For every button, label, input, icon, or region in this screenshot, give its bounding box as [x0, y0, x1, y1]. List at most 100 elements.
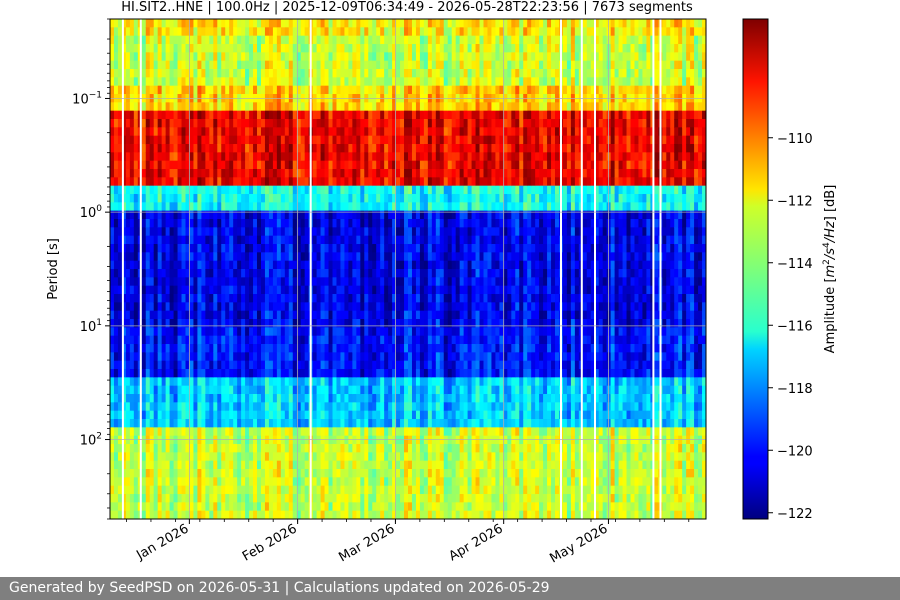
- heatmap-cell: [173, 77, 179, 87]
- heatmap-cell: [237, 460, 242, 470]
- heatmap-cell: [177, 169, 183, 178]
- heatmap-cell: [400, 469, 405, 478]
- heatmap-cell: [264, 269, 270, 278]
- heatmap-cell: [384, 169, 389, 178]
- heatmap-cell: [312, 44, 318, 53]
- heatmap-cell: [316, 302, 322, 312]
- heatmap-cell: [427, 177, 433, 187]
- heatmap-cell: [185, 494, 191, 503]
- heatmap-cell: [427, 335, 433, 345]
- heatmap-cell: [113, 444, 119, 453]
- heatmap-cell: [388, 202, 393, 212]
- heatmap-cell: [129, 210, 135, 220]
- heatmap-cell: [177, 102, 183, 112]
- heatmap-cell: [368, 285, 373, 295]
- heatmap-cell: [404, 469, 409, 478]
- heatmap-cell: [153, 335, 159, 345]
- heatmap-cell: [233, 235, 238, 245]
- heatmap-cell: [419, 494, 425, 503]
- heatmap-cell: [260, 319, 266, 328]
- heatmap-cell: [320, 344, 326, 353]
- heatmap-cell: [213, 35, 218, 45]
- heatmap-cell: [427, 69, 433, 78]
- heatmap-cell: [209, 319, 214, 328]
- heatmap-cell: [217, 219, 222, 228]
- heatmap-cell: [376, 344, 381, 353]
- heatmap-cell: [193, 302, 199, 312]
- heatmap-cell: [249, 252, 254, 262]
- heatmap-cell: [117, 35, 123, 45]
- heatmap-cell: [193, 27, 199, 37]
- heatmap-cell: [145, 285, 151, 295]
- heatmap-cell: [388, 102, 393, 112]
- heatmap-cell: [404, 135, 409, 145]
- heatmap-cell: [324, 135, 330, 145]
- heatmap-cell: [348, 277, 353, 287]
- heatmap-cell: [201, 269, 206, 278]
- heatmap-cell: [241, 185, 246, 195]
- heatmap-cell: [415, 177, 421, 187]
- heatmap-cell: [205, 335, 210, 345]
- heatmap-cell: [332, 119, 338, 128]
- heatmap-cell: [205, 60, 210, 70]
- heatmap-cell: [316, 219, 322, 228]
- heatmap-cell: [181, 469, 187, 478]
- heatmap-cell: [209, 19, 214, 28]
- heatmap-cell: [181, 294, 187, 303]
- heatmap-cell: [324, 202, 330, 212]
- heatmap-cell: [268, 127, 274, 137]
- heatmap-cell: [133, 502, 139, 512]
- heatmap-cell: [344, 360, 349, 370]
- heatmap-cell: [125, 19, 131, 28]
- heatmap-cell: [193, 385, 199, 395]
- heatmap-cell: [129, 227, 135, 237]
- heatmap-cell: [205, 252, 210, 262]
- heatmap-cell: [348, 102, 353, 112]
- heatmap-cell: [213, 177, 218, 187]
- heatmap-cell: [121, 460, 127, 470]
- heatmap-cell: [217, 260, 222, 270]
- heatmap-cell: [161, 127, 167, 137]
- heatmap-cell: [161, 310, 167, 320]
- heatmap-cell: [431, 352, 437, 362]
- heatmap-cell: [221, 277, 226, 287]
- heatmap-cell: [165, 160, 171, 170]
- heatmap-cell: [185, 302, 191, 312]
- heatmap-cell: [169, 85, 175, 95]
- heatmap-cell: [304, 494, 310, 503]
- heatmap-cell: [292, 369, 298, 378]
- heatmap-cell: [181, 402, 187, 412]
- heatmap-cell: [408, 69, 413, 78]
- heatmap-cell: [173, 144, 179, 153]
- heatmap-cell: [324, 269, 330, 278]
- heatmap-cell: [193, 444, 199, 453]
- heatmap-cell: [225, 77, 230, 87]
- heatmap-cell: [272, 385, 278, 395]
- heatmap-cell: [229, 119, 234, 128]
- heatmap-cell: [431, 127, 437, 137]
- heatmap-cell: [110, 285, 115, 295]
- heatmap-cell: [396, 294, 401, 303]
- heatmap-cell: [125, 494, 131, 503]
- heatmap-cell: [197, 85, 202, 95]
- heatmap-cell: [400, 202, 405, 212]
- heatmap-cell: [408, 35, 413, 45]
- heatmap-cell: [336, 260, 342, 270]
- heatmap-cell: [404, 27, 409, 37]
- heatmap-cell: [431, 119, 437, 128]
- heatmap-cell: [268, 335, 274, 345]
- heatmap-cell: [360, 135, 365, 145]
- heatmap-cell: [272, 194, 278, 203]
- heatmap-cell: [117, 144, 123, 153]
- heatmap-cell: [388, 319, 393, 328]
- heatmap-cell: [121, 110, 127, 120]
- heatmap-cell: [177, 460, 183, 470]
- heatmap-cell: [348, 369, 353, 378]
- heatmap-cell: [117, 469, 123, 478]
- heatmap-cell: [145, 152, 151, 162]
- heatmap-cell: [340, 135, 346, 145]
- heatmap-cell: [177, 402, 183, 412]
- heatmap-cell: [324, 35, 330, 45]
- heatmap-cell: [344, 119, 349, 128]
- heatmap-cell: [221, 44, 226, 53]
